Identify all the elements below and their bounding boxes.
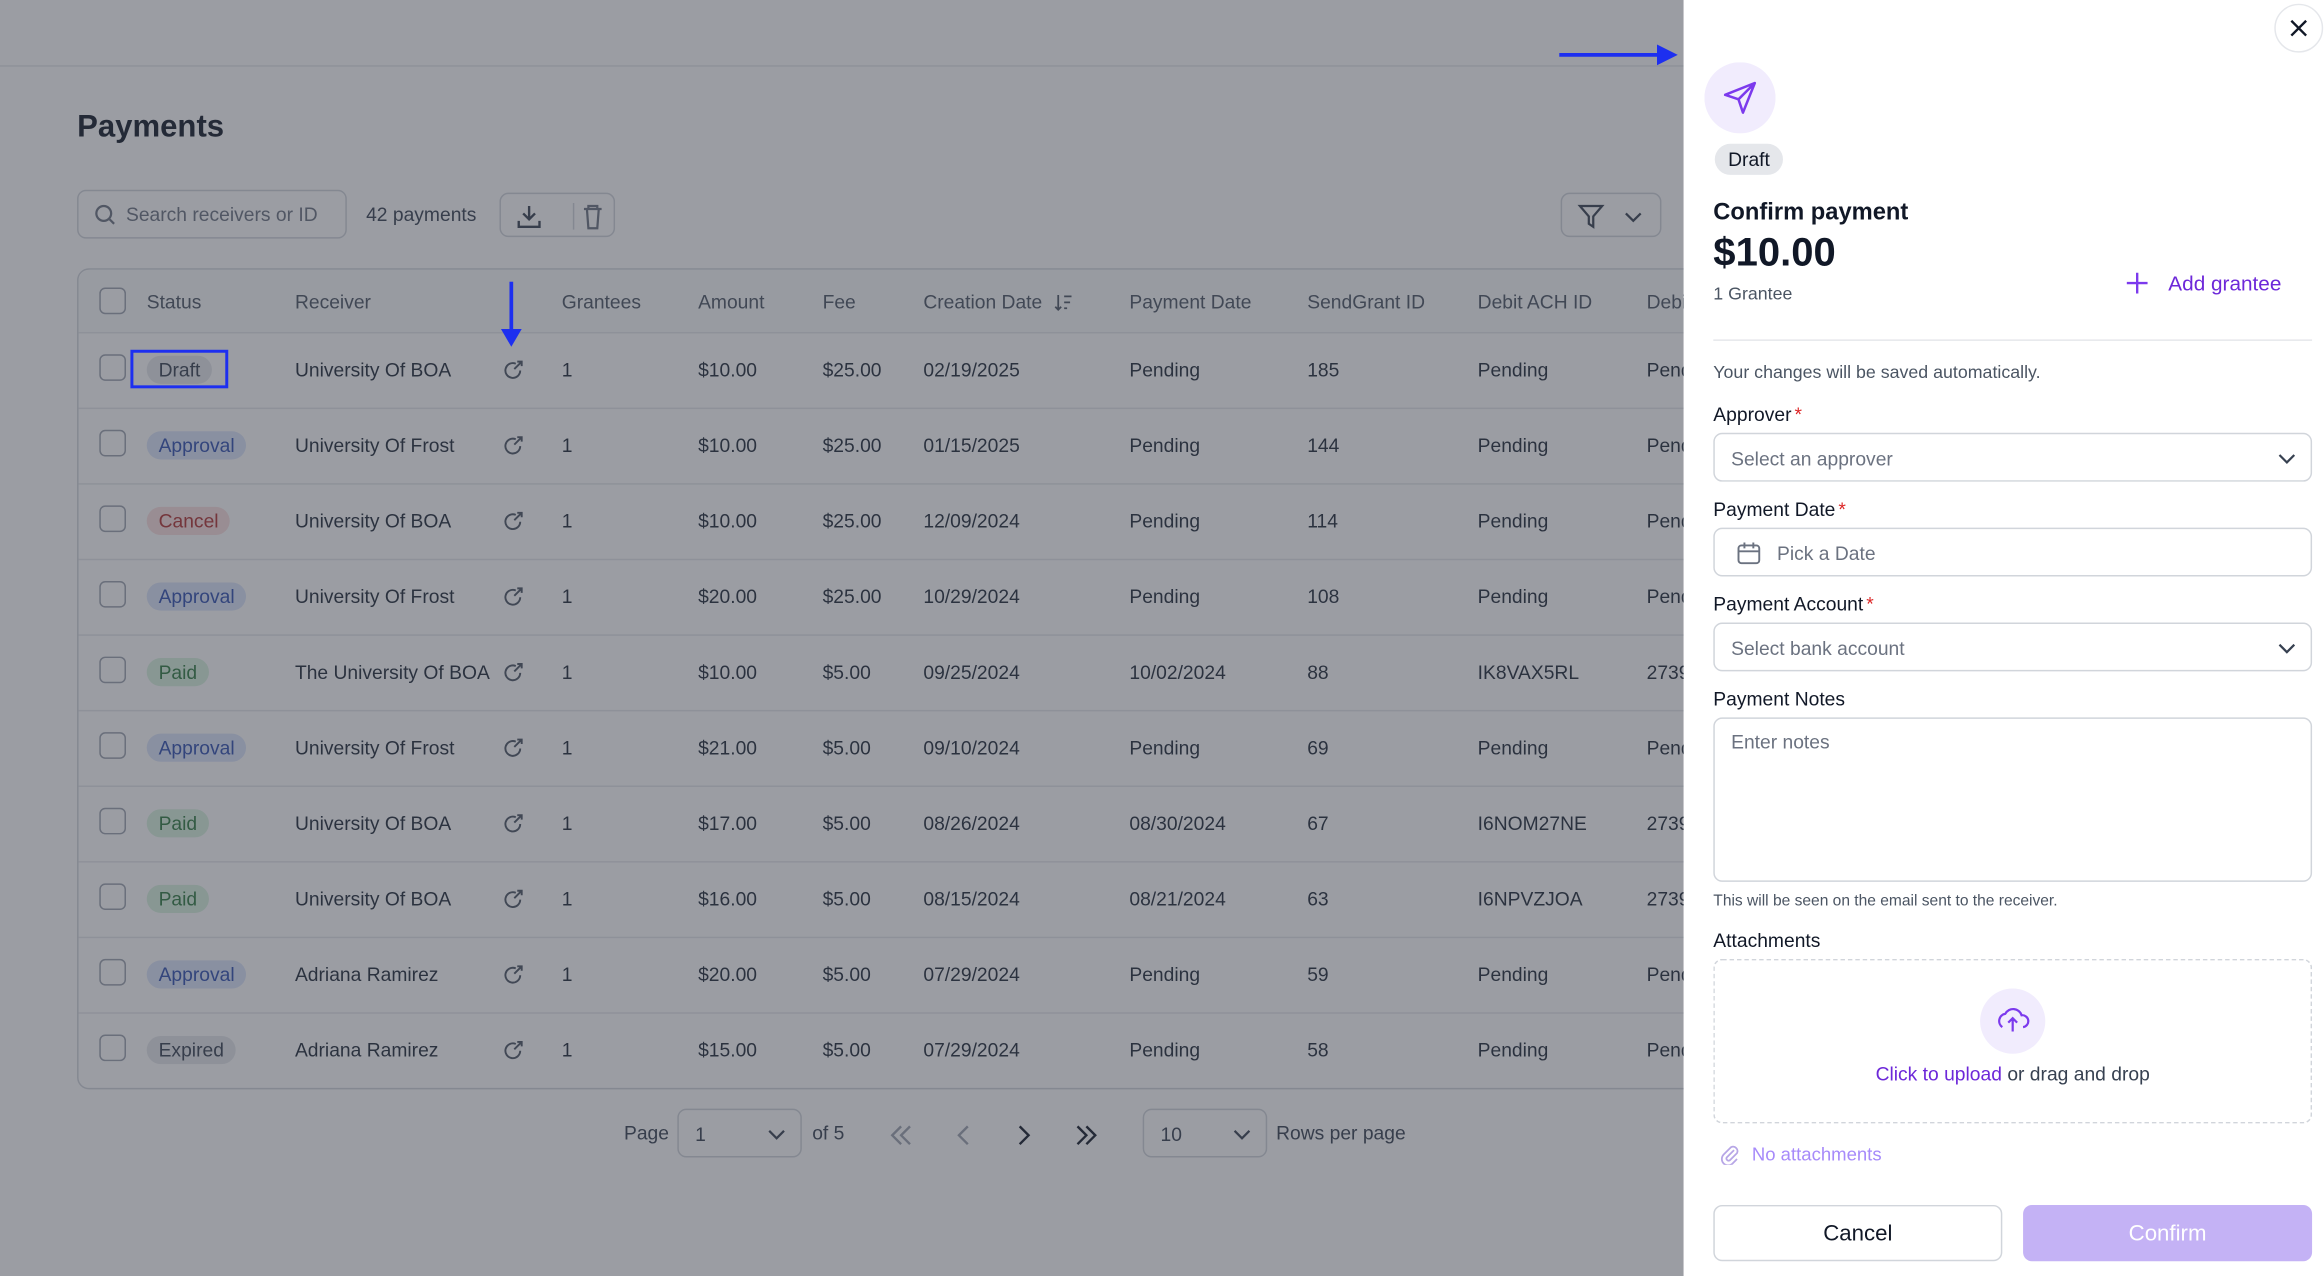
required-mark: * (1838, 497, 1846, 521)
notes-help: This will be seen on the email sent to t… (1713, 892, 2058, 911)
account-select[interactable]: Select bank account (1713, 622, 2313, 672)
upload-rest: or drag and drop (2001, 1062, 2150, 1085)
field-label: Attachments (1713, 929, 1821, 952)
cancel-button[interactable]: Cancel (1713, 1204, 2003, 1262)
notes-input[interactable]: Enter notes (1713, 717, 2313, 882)
paperclip-icon (1721, 1145, 1739, 1165)
required-mark: * (1866, 592, 1874, 616)
required-mark: * (1794, 403, 1802, 426)
confirm-button[interactable]: Confirm (2023, 1204, 2313, 1262)
grantee-count: 1 Grantee (1713, 283, 1793, 304)
send-icon (1704, 62, 1776, 134)
annotation-arrow (1559, 44, 1678, 66)
field-label: Payment Notes (1713, 687, 1846, 710)
dropzone[interactable]: Click to upload or drag and drop (1713, 958, 2313, 1124)
annotation-arrow (500, 281, 522, 347)
placeholder: Select an approver (1731, 447, 1893, 470)
status-chip: Draft (1714, 143, 1784, 175)
upload-icon (1980, 988, 2046, 1054)
amount: $10.00 (1713, 229, 1836, 275)
placeholder: Select bank account (1731, 637, 1905, 660)
modal-overlay[interactable] (0, 0, 1684, 1276)
label-text: Payment Account (1713, 592, 1864, 616)
chevron (2278, 454, 2296, 464)
upload-text: Click to upload or drag and drop (1715, 1063, 2311, 1085)
label-text: Payment Date (1713, 497, 1836, 521)
approver-select[interactable]: Select an approver (1713, 432, 2313, 482)
label-text: Approver (1713, 403, 1792, 426)
chevron (2278, 643, 2296, 654)
upload-link[interactable]: Click to upload (1875, 1062, 2002, 1085)
add-grantee[interactable]: Add grantee (2168, 271, 2282, 295)
date-input[interactable]: Pick a Date (1713, 527, 2313, 577)
field-label: Payment Date * (1713, 498, 1846, 520)
drawer-title: Confirm payment (1713, 200, 1909, 226)
field-label: Payment Account * (1713, 593, 1873, 615)
no-attachments: No attachments (1751, 1144, 1882, 1165)
highlight-box (130, 349, 229, 389)
field-label: Approver * (1713, 403, 1802, 425)
placeholder: Pick a Date (1777, 542, 1876, 565)
placeholder: Enter notes (1731, 730, 1830, 753)
confirm-drawer: Draft Confirm payment $10.00 1 Grantee A… (1683, 0, 2324, 1276)
calendar-icon (1737, 542, 1761, 565)
autosave-note: Your changes will be saved automatically… (1713, 361, 2041, 383)
close-button[interactable] (2272, 1, 2324, 54)
plus-icon (2126, 272, 2148, 294)
divider (1713, 339, 2313, 341)
